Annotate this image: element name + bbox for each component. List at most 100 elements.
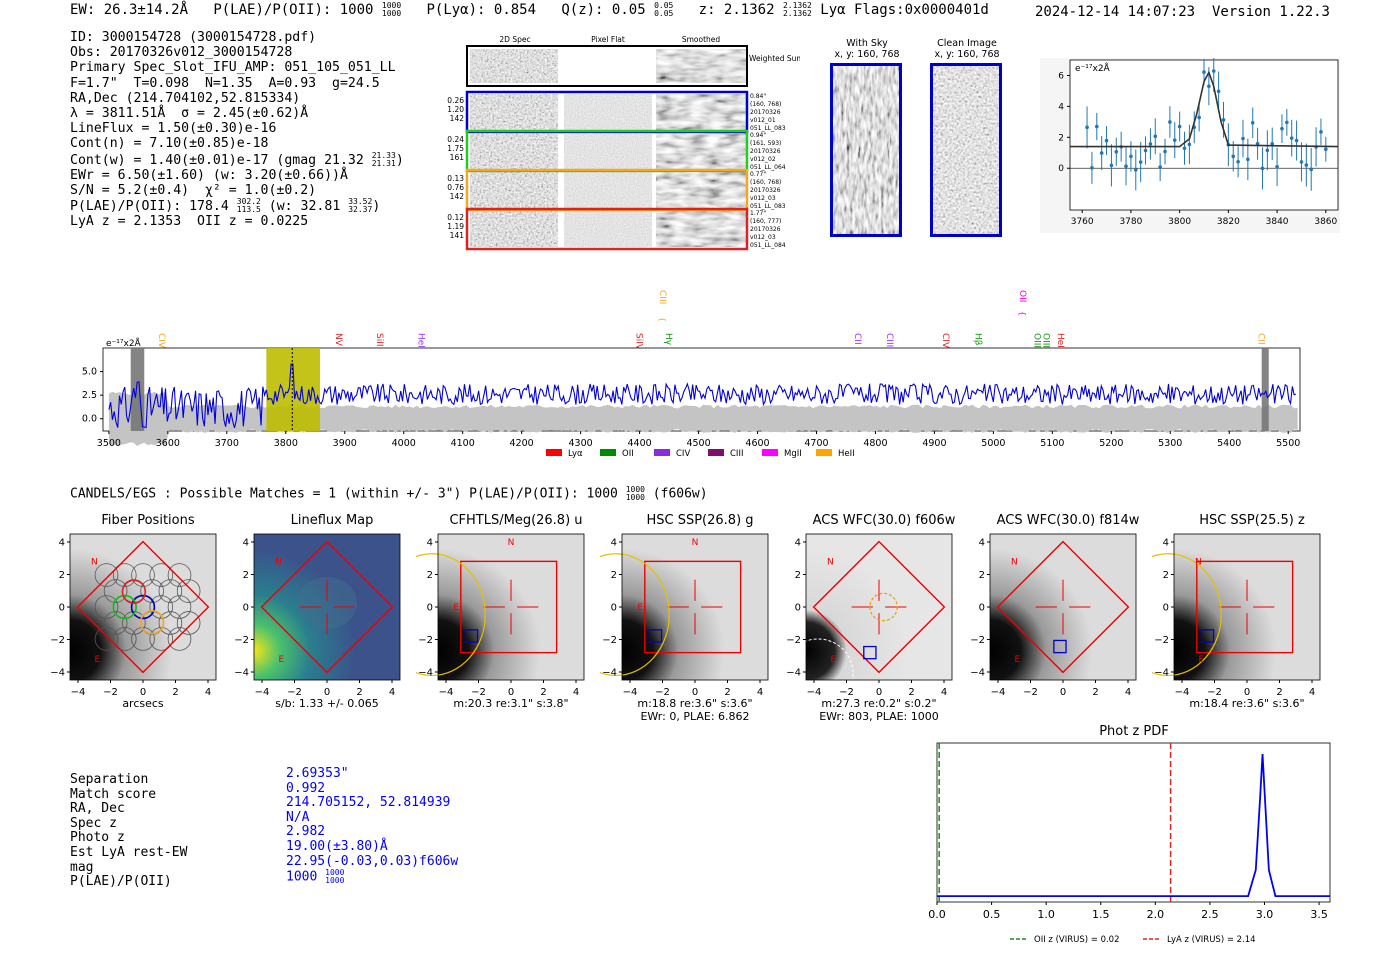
cutout-ytick-label: 0 xyxy=(979,603,985,614)
zoom-point xyxy=(1265,148,1270,153)
cutout-xtick-label: 2 xyxy=(724,687,730,698)
cutout-xtick-label: −4 xyxy=(991,687,1006,698)
cutout-ytick-label: 0 xyxy=(427,603,433,614)
cutout-xtick-label: −4 xyxy=(807,687,822,698)
row-right-value: (160, 768) xyxy=(750,179,781,186)
cutout-caption: m:18.8 re:3.6" s:3.6" xyxy=(637,697,753,710)
fs-line-marker-label: CIII xyxy=(884,333,894,347)
cutout-xtick-label: 4 xyxy=(1309,687,1315,698)
cutout-ytick-label: 0 xyxy=(243,603,249,614)
cutout-ytick-label: 4 xyxy=(59,538,65,549)
zoom-point xyxy=(1153,134,1158,139)
row-right-value: 1.77" xyxy=(750,210,766,217)
zoom-point xyxy=(1172,138,1177,142)
cutout-caption: arcsecs xyxy=(122,697,164,710)
zoom-point xyxy=(1129,154,1133,159)
fs-xtick-label: 4000 xyxy=(392,438,416,449)
fs-xtick-label: 4200 xyxy=(510,438,534,449)
fs-line-marker-bracket: { xyxy=(658,317,667,322)
fs-line-marker-label: CIII xyxy=(657,290,667,304)
pz-xtick-label: 0.0 xyxy=(928,908,946,921)
zoom-xtick-label: 3820 xyxy=(1217,217,1240,227)
cutout-xtick-label: 0 xyxy=(692,687,698,698)
zoom-point xyxy=(1285,120,1289,125)
row-right-value: v012_03 xyxy=(750,195,776,202)
info-obs: Obs: 20170326v012_3000154728 xyxy=(70,45,293,61)
row-right-value: 20170326 xyxy=(750,109,781,116)
pz-xtick-label: 1.5 xyxy=(1092,908,1110,921)
compass-e: E xyxy=(1199,655,1205,665)
fs-xtick-label: 4900 xyxy=(922,438,946,449)
cutout-xtick-label: −2 xyxy=(287,687,302,698)
compass-e: E xyxy=(279,655,285,665)
lineflux-blob xyxy=(297,577,357,629)
cutout-ytick-label: 0 xyxy=(59,603,65,614)
zoom-point xyxy=(1182,146,1187,151)
pz-xtick-label: 3.5 xyxy=(1310,908,1328,921)
cutout-caption-2: EWr: 0, PLAE: 6.862 xyxy=(640,710,750,723)
match-label: Match score xyxy=(70,786,157,802)
fs-xtick-label: 3800 xyxy=(274,438,298,449)
zoom-point xyxy=(1085,125,1089,130)
fiber-highlight xyxy=(121,579,147,604)
cutout-background xyxy=(1174,534,1320,680)
row-right-value: 051_LL_083 xyxy=(750,203,786,210)
fs-line-marker-label: OII xyxy=(1017,290,1027,302)
cutout-xtick-label: 2 xyxy=(908,687,914,698)
fs-legend-swatch xyxy=(546,449,562,456)
row-left-value: 142 xyxy=(450,192,465,201)
fiber-circle xyxy=(112,563,137,587)
zoom-ylabel: e⁻¹⁷x2Å xyxy=(1075,62,1111,74)
zoom-xtick-label: 3760 xyxy=(1071,217,1094,227)
version: Version 1.22.3 xyxy=(1211,4,1330,20)
zoom-point xyxy=(1158,165,1162,169)
cutout-background xyxy=(70,534,216,680)
cutout-background xyxy=(622,534,768,680)
zoom-ytick-label: 2 xyxy=(1058,133,1064,143)
cutout-xtick-label: −4 xyxy=(255,687,270,698)
weighted-sum-2d xyxy=(470,49,558,83)
cutout-xtick-label: 2 xyxy=(540,687,546,698)
cutout-ytick-label: 4 xyxy=(795,538,801,549)
cutout-ytick-label: −2 xyxy=(50,635,65,646)
fs-line-marker-label: HeII xyxy=(1055,333,1065,351)
zoom-point xyxy=(1280,126,1284,131)
row-right-value: 051_LL_083 xyxy=(750,125,786,132)
match-label: P(LAE)/P(OII) xyxy=(70,874,172,890)
compass-e: E xyxy=(831,655,837,665)
fs-xtick-label: 5000 xyxy=(981,438,1005,449)
smoothed-cell xyxy=(656,94,746,130)
row-right-value: 051_LL_084 xyxy=(750,242,786,249)
match-table-labels: Separation Match score RA, Dec Spec z Photo … xyxy=(70,772,187,890)
match-ellipse xyxy=(869,592,898,622)
zoom-xtick-label: 3800 xyxy=(1168,217,1191,227)
cutout-ytick-label: −2 xyxy=(234,635,249,646)
cutout-xtick-label: 0 xyxy=(508,687,514,698)
zoom-point xyxy=(1304,163,1309,167)
row-left-value: 161 xyxy=(450,153,465,162)
footprint-diamond xyxy=(996,540,1130,674)
fiber-circle xyxy=(94,563,119,587)
fiber-circle xyxy=(131,627,155,651)
zoom-point xyxy=(1236,159,1240,164)
fs-xtick-label: 5500 xyxy=(1276,438,1300,449)
zoom-point xyxy=(1109,163,1114,168)
match-value: 2.982 xyxy=(286,824,326,840)
cutout-title: CFHTLS/Meg(26.8) u xyxy=(449,513,583,528)
cutout-xtick-label: 4 xyxy=(1125,687,1131,698)
compass-n: N xyxy=(508,538,515,548)
cutout-title: ACS WFC(30.0) f606w xyxy=(812,513,956,528)
zoom-point xyxy=(1114,149,1119,154)
zoom-point xyxy=(1250,120,1255,125)
ew-value: EW: 26.3±14.2Å xyxy=(70,2,189,18)
zoom-xtick-label: 3860 xyxy=(1314,217,1337,227)
row-right-value: 0.77" xyxy=(750,171,766,178)
fiber-circle xyxy=(112,627,137,651)
cutout-image: N E 4 2 0 −2 −4 −4 −2 0 2 4 xyxy=(600,533,769,698)
cutout-background xyxy=(990,534,1136,680)
match-value: 214.705152, 52.814939 xyxy=(286,795,451,811)
cutout-caption: m:20.3 re:3.1" s:3.8" xyxy=(453,697,569,710)
zoom-point xyxy=(1221,118,1226,122)
cutout-ytick-label: −2 xyxy=(970,635,985,646)
